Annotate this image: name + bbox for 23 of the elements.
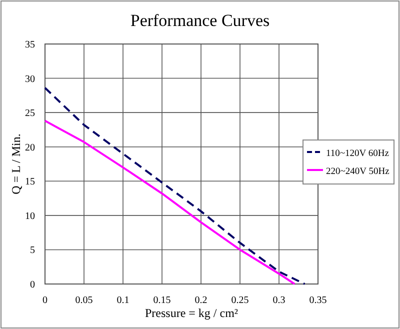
x-tick-label: 0.35 xyxy=(309,295,327,306)
x-tick-label: 0.05 xyxy=(75,295,93,306)
legend-label: 110~120V 60Hz xyxy=(326,149,389,159)
x-tick-label: 0.1 xyxy=(116,295,130,306)
x-tick-label: 0.25 xyxy=(231,295,249,306)
y-tick-label: 5 xyxy=(30,245,35,256)
y-tick-label: 15 xyxy=(25,176,35,188)
y-tick-label: 25 xyxy=(25,108,35,120)
x-tick-label: 0 xyxy=(42,295,48,306)
y-axis-title: Q = L / Min. xyxy=(9,134,23,194)
x-axis-title: Pressure = kg / cm² xyxy=(144,306,238,320)
y-tick-label: 30 xyxy=(25,74,35,85)
y-tick-label: 35 xyxy=(25,40,35,50)
x-tick-label: 0.15 xyxy=(153,295,171,306)
x-tick-label: 0.3 xyxy=(272,295,286,306)
line-series xyxy=(44,86,306,285)
chart-title: Performance Curves xyxy=(130,11,270,30)
y-tick-label: 0 xyxy=(30,280,35,290)
line-series xyxy=(44,120,296,285)
y-tick-label: 10 xyxy=(25,210,35,222)
y-tick-label: 20 xyxy=(25,142,35,154)
x-tick-label: 0.2 xyxy=(194,295,208,306)
legend-label: 220~240V 50Hz xyxy=(326,167,390,177)
